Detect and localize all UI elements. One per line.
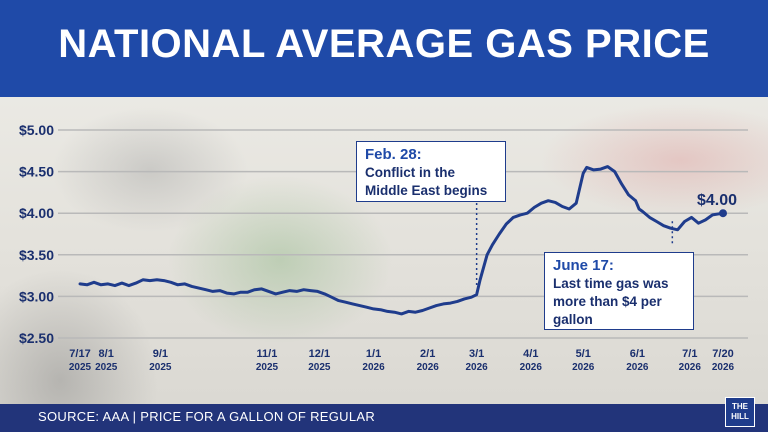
x-tick-year: 2026: [712, 362, 735, 373]
y-axis-ticks: $5.00 $4.50 $4.00 $3.50 $3.00 $2.50: [19, 122, 54, 346]
x-tick-label: 8/1: [99, 348, 114, 360]
x-tick-year: 2025: [95, 362, 118, 373]
end-point-marker: [719, 209, 727, 218]
x-tick-label: 1/1: [366, 348, 381, 360]
y-tick-label: $4.00: [19, 205, 54, 221]
x-tick-year: 2025: [256, 362, 279, 373]
annotation-june17-head: June 17:: [553, 257, 614, 274]
annotation-feb28-head: Feb. 28:: [365, 146, 422, 163]
x-tick-year: 2025: [149, 362, 172, 373]
x-tick-year: 2025: [69, 362, 92, 373]
x-tick-label: 5/1: [576, 348, 591, 360]
x-tick-year: 2026: [572, 362, 595, 373]
x-tick-year: 2026: [520, 362, 543, 373]
x-tick-year: 2026: [417, 362, 440, 373]
x-tick-year: 2026: [466, 362, 489, 373]
title-banner: [0, 0, 768, 97]
annotation-june17-body: Last time gas was more than $4 per gallo…: [553, 276, 669, 327]
y-tick-label: $4.50: [19, 164, 54, 180]
the-hill-logo: THE HILL: [725, 397, 755, 427]
annotation-leaders: [475, 203, 674, 287]
x-tick-year: 2026: [679, 362, 702, 373]
x-tick-label: 7/20: [712, 348, 733, 360]
x-axis-ticks: 7/17 2025 8/1 2025 9/1 2025 11/1 2025 12/1 2025 1/…: [69, 348, 735, 373]
x-tick-label: 7/1: [682, 348, 697, 360]
source-note: SOURCE: AAA | PRICE FOR A GALLON OF REGU…: [38, 409, 376, 424]
chart-title: NATIONAL AVERAGE GAS PRICE: [58, 22, 710, 66]
gas-price-line: [78, 165, 725, 316]
x-tick-label: 12/1: [309, 348, 330, 360]
x-tick-year: 2025: [308, 362, 331, 373]
end-value-label: $4.00: [697, 192, 737, 209]
x-tick-label: 4/1: [523, 348, 538, 360]
x-tick-label: 6/1: [630, 348, 645, 360]
y-tick-label: $3.50: [19, 247, 54, 263]
y-tick-label: $3.00: [19, 288, 54, 304]
y-tick-label: $5.00: [19, 122, 54, 138]
footer-bar: [0, 404, 768, 432]
annotation-feb28-body: Conflict in the Middle East begins: [365, 165, 488, 198]
x-tick-label: 11/1: [257, 348, 278, 360]
x-tick-year: 2026: [362, 362, 385, 373]
annotation-june17: June 17: Last time gas was more than $4 …: [544, 252, 694, 330]
annotation-feb28: Feb. 28: Conflict in the Middle East beg…: [356, 141, 506, 202]
x-tick-label: 7/17: [69, 348, 90, 360]
y-tick-label: $2.50: [19, 330, 54, 346]
x-tick-year: 2026: [626, 362, 649, 373]
x-tick-label: 3/1: [469, 348, 484, 360]
x-tick-label: 2/1: [420, 348, 435, 360]
x-tick-label: 9/1: [153, 348, 168, 360]
line-chart: $5.00 $4.50 $4.00 $3.50 $3.00 $2.50 7/17 2025 8…: [19, 122, 748, 373]
